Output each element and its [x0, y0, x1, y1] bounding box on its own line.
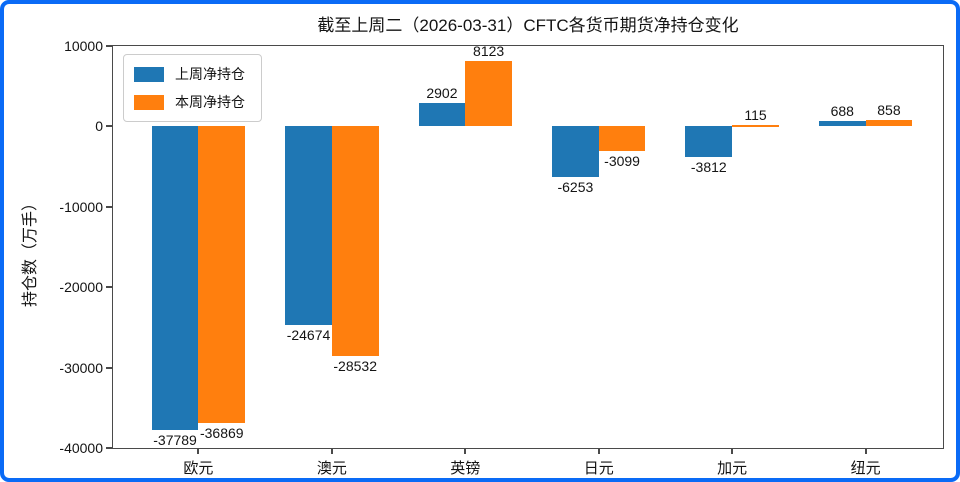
bar [285, 126, 332, 325]
bar-value-label: -28532 [333, 357, 377, 374]
bar-value-label: 858 [877, 101, 901, 118]
y-tick-label: -10000 [59, 198, 103, 215]
plot-area: 上周净持仓 本周净持仓 10000 0 -10000 -20000 -30000 -400… [59, 38, 944, 477]
legend-swatch-previous-week [134, 66, 164, 82]
legend-label-previous-week: 上周净持仓 [175, 66, 245, 82]
bar [151, 126, 199, 431]
x-tick-label: 欧元 [183, 460, 214, 477]
bar-value-label: 2902 [426, 85, 458, 102]
x-tick-label: 纽元 [850, 460, 881, 477]
y-tick-mark [106, 205, 112, 208]
y-tick-label: 10000 [64, 38, 103, 54]
bar [685, 126, 733, 158]
bar-value-label: -24674 [286, 326, 331, 343]
y-tick-label: -20000 [59, 279, 103, 296]
y-tick-label: -30000 [59, 359, 103, 376]
x-tick-mark [597, 448, 600, 454]
bar [418, 103, 466, 127]
bar [552, 126, 599, 177]
x-tick-mark [864, 448, 867, 454]
legend-item-previous-week: 上周净持仓 [134, 64, 245, 84]
bar-value-label: -3812 [690, 159, 727, 176]
legend-swatch-current-week [134, 94, 164, 110]
x-tick-mark [464, 448, 467, 454]
chart-title: 截至上周二（2026-03-31）CFTC各货币期货净持仓变化 [317, 16, 739, 35]
bar [598, 126, 646, 152]
bar-value-label: 115 [744, 107, 767, 124]
legend: 上周净持仓 本周净持仓 [123, 54, 262, 122]
x-tick-label: 澳元 [316, 460, 347, 477]
y-tick-label: 0 [95, 118, 103, 135]
bar-value-label: 8123 [473, 43, 505, 60]
x-tick-label: 日元 [583, 460, 614, 477]
y-tick-mark [106, 45, 112, 47]
bar [865, 119, 913, 127]
bar-value-label: -37789 [153, 432, 197, 449]
y-tick-mark [106, 125, 112, 128]
y-tick-label: -40000 [59, 440, 103, 456]
x-tick-label: 加元 [717, 460, 748, 477]
bar [465, 61, 512, 127]
bar [732, 125, 779, 128]
legend-item-current-week: 本周净持仓 [134, 92, 245, 112]
y-tick-mark [106, 447, 112, 449]
bar-value-label: -6253 [557, 178, 594, 195]
bar-value-label: -3099 [604, 153, 640, 170]
bar [331, 126, 379, 356]
legend-label-current-week: 本周净持仓 [175, 94, 245, 110]
bar [198, 126, 246, 423]
x-tick-label: 英镑 [450, 460, 481, 477]
x-tick-mark [197, 448, 200, 454]
y-tick-mark [106, 366, 112, 369]
y-tick-mark [106, 286, 112, 289]
bar [818, 120, 866, 127]
x-tick-mark [330, 448, 333, 454]
x-tick-mark [731, 448, 734, 454]
bar-value-label: 688 [830, 102, 854, 119]
bar-value-label: -36869 [199, 424, 244, 441]
